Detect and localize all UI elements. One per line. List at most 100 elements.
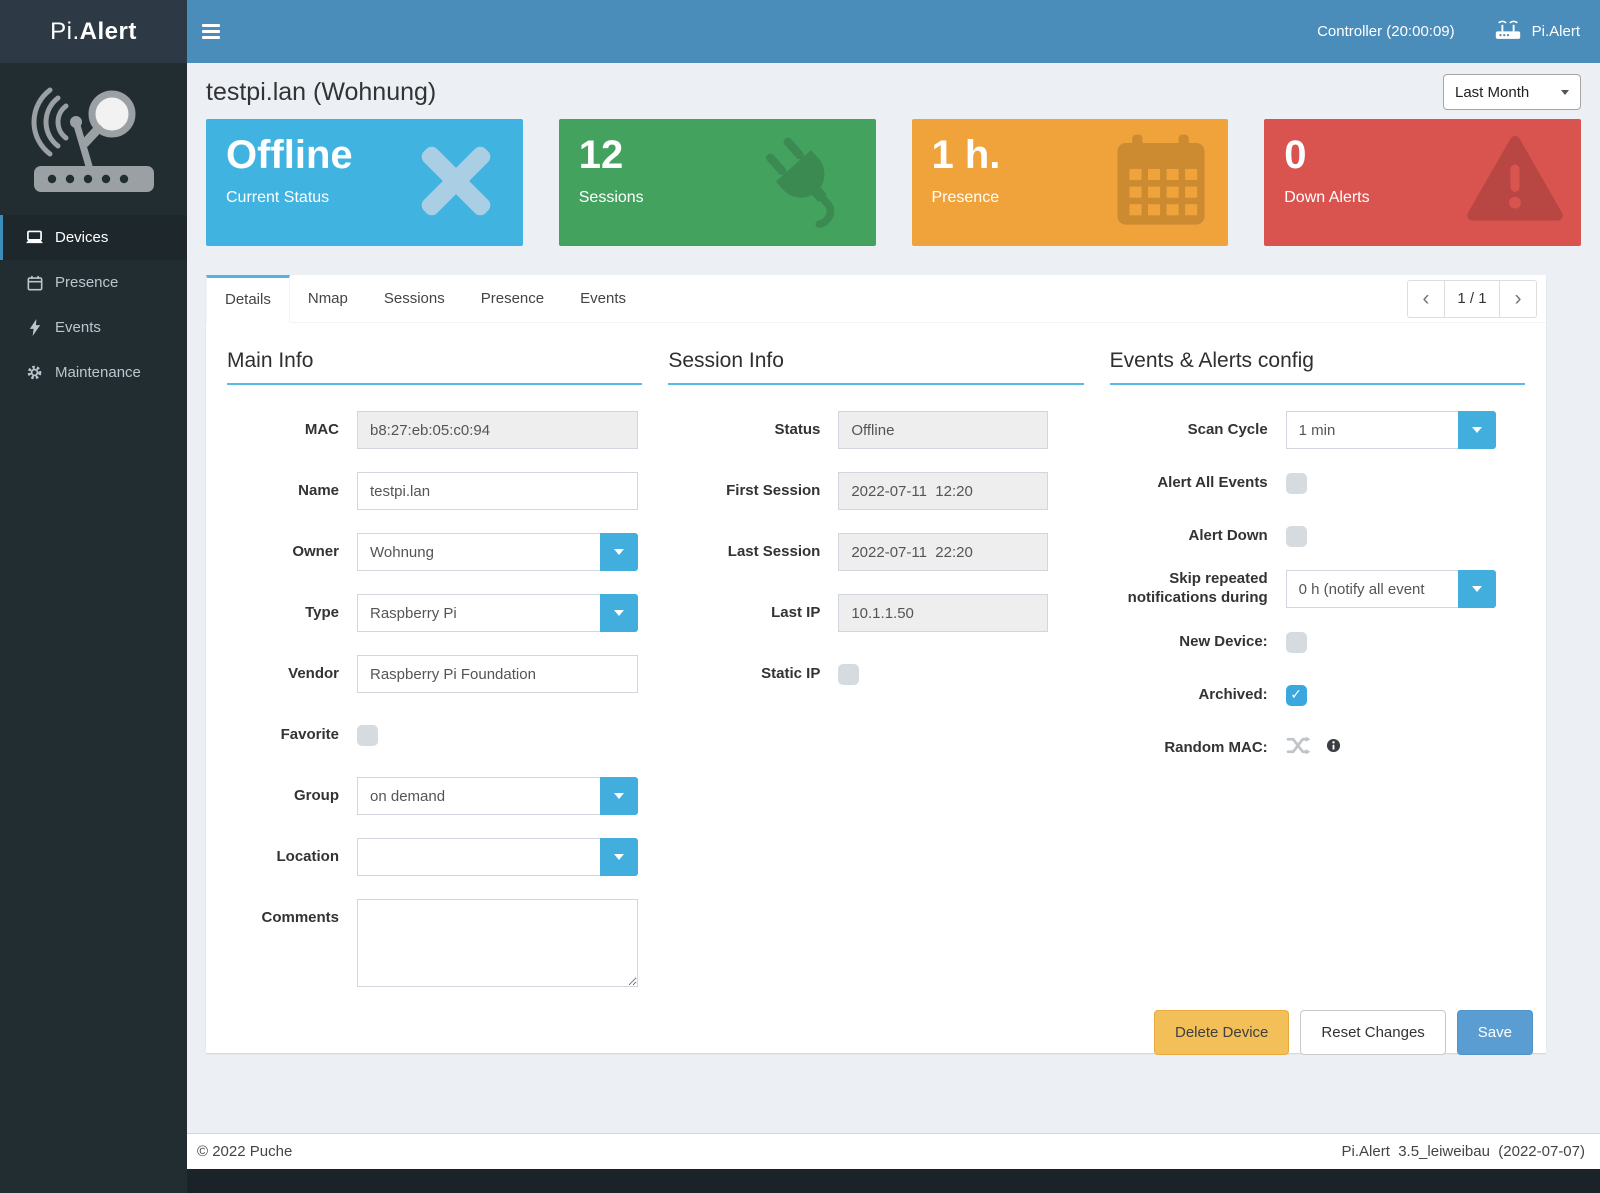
mac-input[interactable]	[357, 411, 638, 449]
scan-cycle-select-value: 1 min	[1285, 411, 1458, 449]
router-search-logo	[0, 63, 187, 215]
sidebar: Devices Presence Events Maintenance	[0, 63, 187, 1193]
period-select[interactable]: Last Month	[1443, 74, 1581, 110]
period-select-value: Last Month	[1455, 83, 1530, 101]
version-text: Pi.Alert 3.5_leiweibau (2022-07-07)	[1341, 1143, 1585, 1160]
group-select-value: on demand	[357, 777, 600, 815]
name-label: Name	[298, 481, 339, 499]
device-pagination: ‹ 1 / 1 ›	[1407, 279, 1537, 318]
bolt-icon	[25, 319, 44, 336]
main-content: testpi.lan (Wohnung) Last Month Offline …	[187, 63, 1600, 1133]
brand-light: Pi.	[50, 17, 80, 45]
location-select[interactable]	[357, 838, 638, 876]
location-select-value	[357, 838, 600, 876]
skip-repeated-select-value: 0 h (notify all event	[1285, 570, 1458, 608]
static-ip-label: Static IP	[761, 664, 821, 682]
page-title: testpi.lan (Wohnung)	[206, 77, 437, 106]
sidebar-item-presence[interactable]: Presence	[0, 260, 187, 305]
chevron-down-icon	[614, 549, 624, 555]
chevron-down-icon	[1561, 89, 1569, 95]
calendar-icon	[25, 275, 44, 291]
status-value: Offline	[226, 133, 353, 177]
alert-all-events-checkbox[interactable]	[1285, 472, 1307, 494]
x-icon	[405, 130, 507, 237]
skip-repeated-select[interactable]: 0 h (notify all event	[1285, 570, 1496, 608]
sidebar-item-label: Presence	[55, 274, 119, 291]
sessions-stat-box[interactable]: 12 Sessions	[558, 119, 876, 246]
account-label: Pi.Alert	[1531, 23, 1580, 40]
tab-details[interactable]: Details	[206, 274, 290, 323]
sidebar-item-label: Devices	[55, 229, 109, 246]
footer: © 2022 Puche Pi.Alert 3.5_leiweibau (202…	[187, 1133, 1600, 1169]
laptop-icon	[25, 230, 44, 245]
skip-repeated-select-button[interactable]	[1457, 570, 1496, 608]
last-session-input[interactable]	[838, 533, 1049, 571]
main-info-heading: Main Info	[227, 349, 643, 385]
last-ip-label: Last IP	[771, 603, 821, 621]
sidebar-item-devices[interactable]: Devices	[0, 215, 187, 260]
shuffle-icon	[1286, 735, 1313, 761]
down-alerts-value: 0	[1284, 133, 1307, 177]
brand-bold: Alert	[79, 17, 137, 45]
first-session-label: First Session	[726, 481, 821, 499]
comments-textarea[interactable]	[357, 899, 638, 987]
device-detail-card: Details Nmap Sessions Presence Events ‹ …	[206, 274, 1546, 1055]
favorite-label: Favorite	[280, 725, 339, 743]
warning-icon	[1465, 130, 1565, 235]
location-select-button[interactable]	[600, 838, 638, 876]
tab-events[interactable]: Events	[580, 289, 626, 307]
alert-down-checkbox[interactable]	[1285, 525, 1307, 547]
sessions-label: Sessions	[578, 189, 644, 206]
presence-label: Presence	[931, 189, 1000, 206]
account-menu[interactable]: Pi.Alert	[1493, 18, 1580, 45]
sidebar-item-label: Maintenance	[55, 364, 141, 381]
type-select-value: Raspberry Pi	[357, 594, 600, 632]
delete-device-button[interactable]: Delete Device	[1154, 1010, 1290, 1055]
last-ip-input[interactable]	[838, 594, 1049, 632]
calendar-icon	[1110, 130, 1212, 237]
info-icon[interactable]	[1326, 738, 1341, 758]
group-select[interactable]: on demand	[357, 777, 638, 815]
owner-select[interactable]: Wohnung	[357, 533, 638, 571]
sidebar-item-maintenance[interactable]: Maintenance	[0, 350, 187, 395]
status-stat-box[interactable]: Offline Current Status	[206, 119, 523, 246]
name-input[interactable]	[357, 472, 638, 510]
scan-cycle-select-button[interactable]	[1457, 411, 1496, 449]
presence-value: 1 h.	[931, 133, 1001, 177]
copyright-text: © 2022 Puche	[197, 1143, 293, 1160]
scan-cycle-select[interactable]: 1 min	[1285, 411, 1496, 449]
status-label: Status	[774, 420, 821, 438]
location-label: Location	[276, 847, 340, 865]
static-ip-checkbox[interactable]	[838, 663, 860, 685]
type-select[interactable]: Raspberry Pi	[357, 594, 638, 632]
type-select-button[interactable]	[600, 594, 638, 632]
presence-stat-box[interactable]: 1 h. Presence	[911, 119, 1229, 246]
reset-changes-button[interactable]: Reset Changes	[1300, 1010, 1446, 1055]
status-input[interactable]	[838, 411, 1049, 449]
next-device-button[interactable]: ›	[1499, 279, 1537, 318]
vendor-input[interactable]	[357, 655, 638, 693]
events-alerts-heading: Events & Alerts config	[1109, 349, 1525, 385]
new-device-checkbox[interactable]	[1285, 631, 1307, 653]
owner-label: Owner	[292, 542, 339, 560]
chevron-down-icon	[1471, 586, 1482, 592]
down-alerts-stat-box[interactable]: 0 Down Alerts	[1264, 119, 1581, 246]
alert-all-events-label: Alert All Events	[1157, 473, 1268, 491]
controller-status[interactable]: Controller (20:00:09)	[1317, 23, 1455, 40]
owner-select-button[interactable]	[600, 533, 638, 571]
last-session-label: Last Session	[727, 542, 821, 560]
sidebar-toggle-icon[interactable]	[187, 0, 235, 63]
scan-cycle-label: Scan Cycle	[1187, 420, 1268, 438]
favorite-checkbox[interactable]	[357, 724, 378, 746]
brand-logo[interactable]: Pi. Alert	[0, 0, 187, 63]
save-button[interactable]: Save	[1456, 1010, 1533, 1055]
tab-sessions[interactable]: Sessions	[383, 289, 445, 307]
first-session-input[interactable]	[838, 472, 1049, 510]
archived-checkbox[interactable]	[1285, 684, 1307, 706]
sidebar-item-events[interactable]: Events	[0, 305, 187, 350]
tab-presence[interactable]: Presence	[480, 289, 545, 307]
group-select-button[interactable]	[600, 777, 638, 815]
prev-device-button[interactable]: ‹	[1407, 279, 1445, 318]
tab-nmap[interactable]: Nmap	[307, 289, 348, 307]
vendor-label: Vendor	[288, 664, 339, 682]
